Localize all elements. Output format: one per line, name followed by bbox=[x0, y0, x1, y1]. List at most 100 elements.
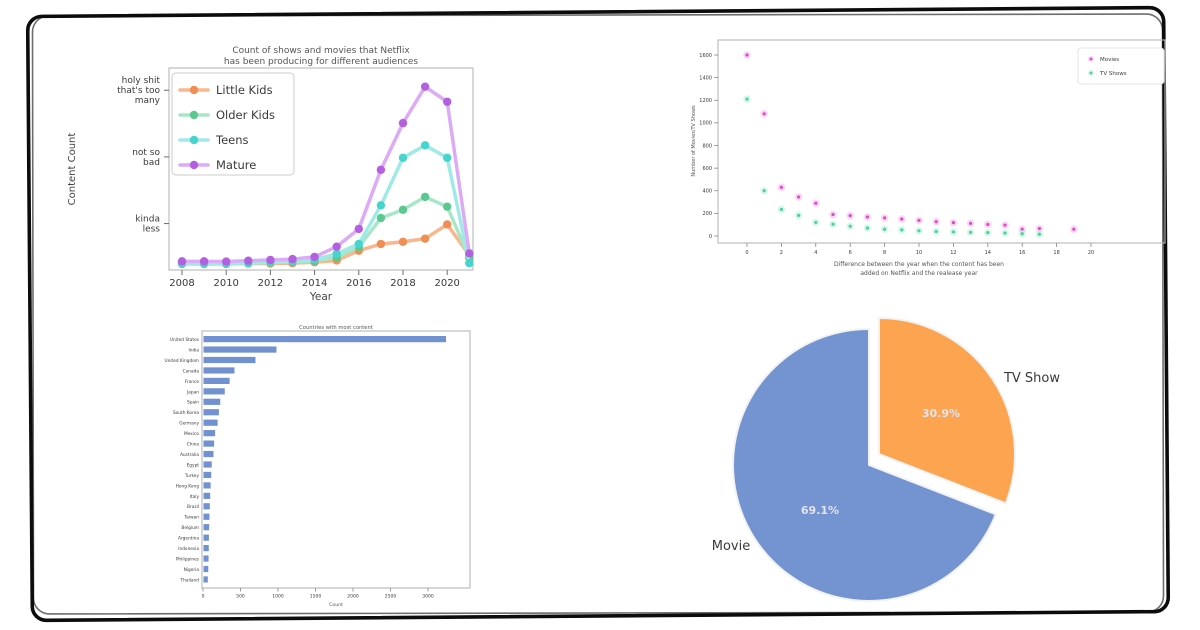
bar-india bbox=[203, 346, 277, 353]
legend-box bbox=[171, 72, 295, 176]
scatter-point bbox=[1072, 227, 1076, 231]
line-chart-series bbox=[177, 82, 474, 269]
scatter-point bbox=[1003, 231, 1007, 235]
series-marker bbox=[398, 153, 408, 162]
series-marker bbox=[420, 192, 430, 202]
bar-united-kingdom bbox=[203, 356, 256, 364]
bar-spain bbox=[203, 398, 221, 405]
y-tick-label: 800 bbox=[702, 143, 712, 149]
pie-slice-tvshow[interactable] bbox=[878, 316, 1016, 505]
series-marker bbox=[199, 257, 209, 266]
pie-slice-movie[interactable] bbox=[732, 327, 998, 602]
scatter-point bbox=[934, 229, 938, 234]
x-tick-label: 500 bbox=[236, 594, 245, 600]
scatter-xlabel-line2: added on Netflix and the realease year bbox=[860, 270, 978, 277]
bar-south-korea bbox=[203, 409, 219, 416]
scatter-point bbox=[969, 221, 973, 225]
x-tick-label: 20 bbox=[1088, 250, 1094, 256]
series-marker bbox=[398, 118, 408, 128]
legend-marker bbox=[1089, 71, 1093, 75]
y-tick-label: holy shit bbox=[122, 76, 161, 86]
y-tick-label: 1200 bbox=[699, 98, 712, 104]
bar-category-label: Argentina bbox=[178, 536, 199, 542]
bar-canada bbox=[203, 367, 235, 374]
scatter-point bbox=[986, 231, 990, 235]
bar-united-states bbox=[203, 336, 446, 343]
line-chart-xlabel: Year bbox=[309, 291, 333, 303]
x-tick-label: 2 bbox=[780, 250, 783, 256]
countries-bar-chart: Countries with most content United State… bbox=[120, 322, 490, 617]
bar-category-label: Thailand bbox=[180, 577, 200, 583]
scatter-point bbox=[900, 228, 904, 232]
series-marker bbox=[376, 239, 386, 249]
bar-category-label: Mexico bbox=[184, 431, 199, 437]
line-chart-plot-frame bbox=[168, 67, 474, 271]
pie-slices[interactable] bbox=[732, 316, 1016, 602]
bar-chart-xlabel: Count bbox=[329, 602, 343, 608]
x-tick-label: 8 bbox=[883, 250, 886, 256]
series-marker bbox=[354, 239, 363, 249]
bar-hong-kong bbox=[203, 482, 211, 489]
pie-label-tvshow: TV Show bbox=[1003, 371, 1060, 386]
scatter-point bbox=[797, 213, 801, 218]
series-marker bbox=[376, 201, 386, 210]
bar-egypt bbox=[203, 461, 212, 468]
scatter-point bbox=[883, 227, 887, 231]
bar-category-label: Belgium bbox=[181, 525, 199, 531]
series-marker bbox=[420, 234, 430, 243]
series-marker bbox=[443, 202, 452, 211]
x-tick-label: 4 bbox=[814, 250, 817, 256]
legend-item-label: Movies bbox=[1100, 57, 1119, 63]
scatter-point bbox=[814, 201, 818, 205]
y-tick-label: 1600 bbox=[699, 53, 712, 59]
bar-belgium bbox=[203, 524, 210, 531]
x-tick-label: 18 bbox=[1053, 250, 1059, 256]
bar-germany bbox=[203, 419, 218, 426]
bar-category-label: Nigeria bbox=[184, 567, 200, 573]
y-tick-label: 400 bbox=[702, 189, 712, 195]
bar-nigeria bbox=[203, 565, 209, 573]
bar-category-label: Japan bbox=[186, 389, 199, 395]
legend-marker bbox=[1089, 57, 1093, 61]
scatter-point bbox=[779, 185, 783, 189]
legend-marker bbox=[189, 160, 199, 170]
bar-category-label: France bbox=[185, 379, 200, 385]
series-marker bbox=[222, 257, 231, 266]
bar-category-label: United Kingdom bbox=[165, 358, 200, 364]
scatter-point bbox=[969, 230, 973, 234]
scatter-point bbox=[917, 229, 921, 233]
y-tick-label: kinda bbox=[135, 215, 160, 225]
series-marker bbox=[376, 213, 386, 223]
bar-category-label: Germany bbox=[179, 421, 199, 427]
scatter-point bbox=[762, 189, 766, 193]
series-marker bbox=[465, 249, 474, 258]
scatter-plot-frame bbox=[717, 39, 1166, 244]
bar-chart-plot-frame bbox=[201, 330, 471, 589]
legend-item-label: TV Shows bbox=[1099, 71, 1127, 77]
x-tick-label: 2020 bbox=[434, 278, 459, 289]
bar-australia bbox=[203, 450, 214, 458]
bar-category-label: Egypt bbox=[187, 462, 200, 468]
delay-scatter-chart: Number of Movies/TV Shows 0 200 400 600 800 1… bbox=[685, 35, 1180, 310]
scatter-point bbox=[865, 226, 869, 230]
bar-mexico bbox=[203, 430, 216, 437]
scatter-point bbox=[779, 207, 783, 212]
x-tick-label: 0 bbox=[745, 250, 748, 256]
bar-category-label: Turkey bbox=[184, 473, 199, 479]
bar-category-label: Hong Kong bbox=[176, 483, 200, 489]
series-marker bbox=[244, 256, 253, 265]
legend-item-label: Older Kids bbox=[216, 108, 275, 122]
legend-box bbox=[1077, 47, 1165, 85]
bar-chart-bars: United States India United Kingdom Canada Fr… bbox=[165, 336, 446, 583]
scatter-point bbox=[865, 215, 869, 219]
scatter-point bbox=[1037, 226, 1041, 231]
line-chart-legend[interactable]: Little Kids Older Kids Teens Mature bbox=[171, 72, 295, 176]
bar-france bbox=[203, 377, 230, 384]
x-tick-label: 2000 bbox=[347, 594, 359, 600]
y-tick-label: 600 bbox=[702, 166, 712, 172]
scatter-legend[interactable]: Movies TV Shows bbox=[1077, 47, 1165, 85]
bar-turkey bbox=[203, 471, 212, 479]
